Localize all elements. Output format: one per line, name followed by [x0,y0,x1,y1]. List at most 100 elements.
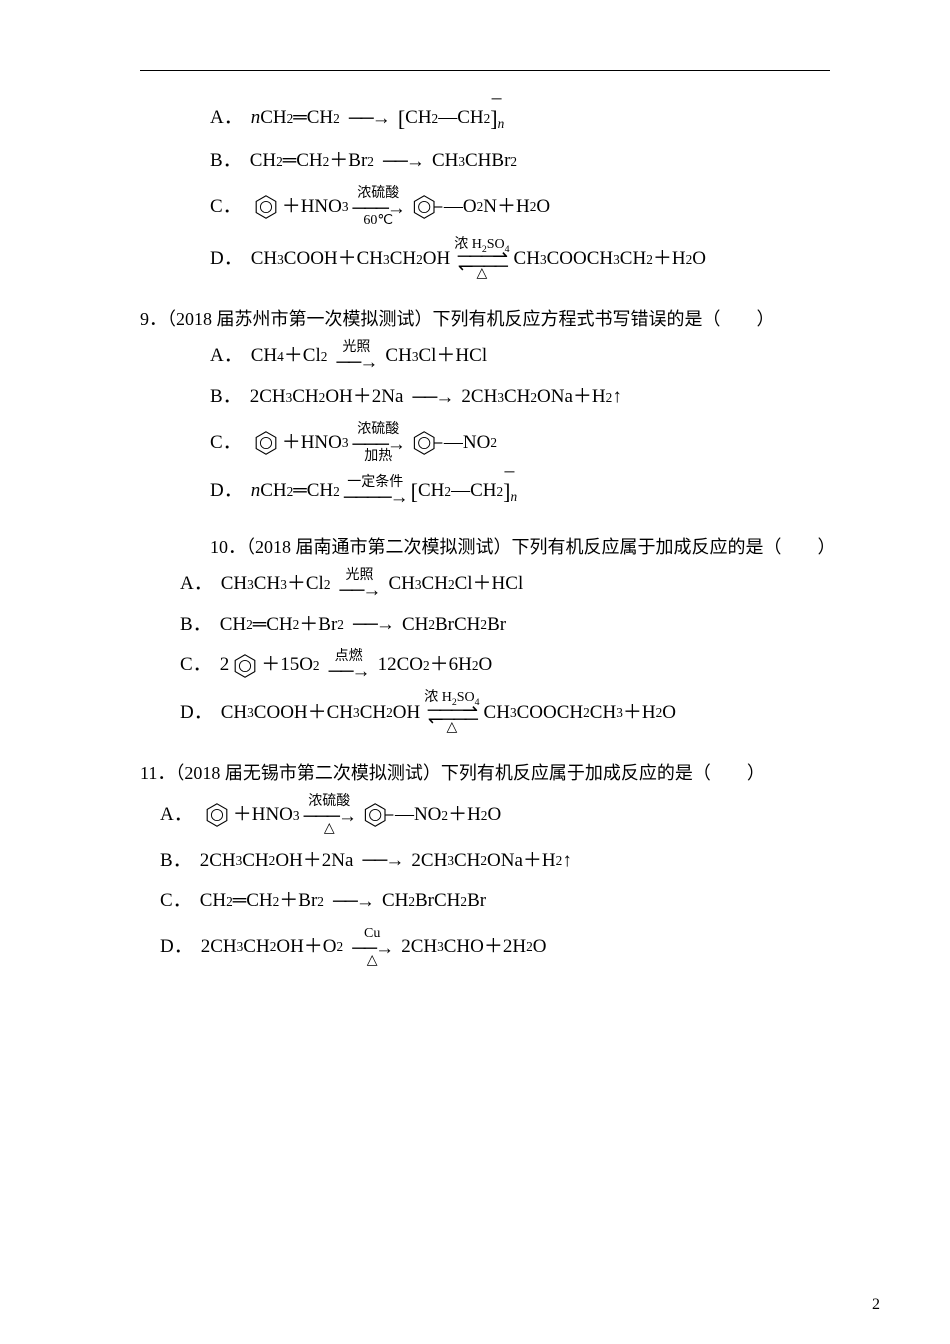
opt-letter: A． [210,103,243,133]
q11-options: A． ＋HNO3 浓硫酸 ───→ △ —NO2 ＋H2 O B． 2CH3 C… [160,795,830,968]
sub: 2 [323,151,330,172]
txt: O [536,192,550,222]
txt: —NO [444,428,490,458]
sub: 2 [337,614,344,635]
arrow: 一定条件────→ [344,476,407,507]
txt: CH [250,146,276,176]
sub: 3 [236,850,243,871]
opt-letter: A． [160,800,193,830]
q10-block: 10．（2018 届南通市第二次模拟测试）下列有机反应属于加成反应的是（ ） [210,533,830,559]
sub: 3 [353,702,360,723]
txt: N＋H [483,192,529,222]
txt: OH＋2Na [325,382,403,412]
sub: n [498,116,505,131]
txt: ONa＋H [537,382,606,412]
txt: COOCH [547,244,614,274]
opt-letter: A． [210,341,243,371]
txt: ═CH [293,103,333,133]
up-arrow-icon: ↑ [562,846,572,876]
txt: CH [484,698,510,728]
sub: 3 [415,574,422,595]
sub: 2 [269,850,276,871]
sub: 3 [458,151,465,172]
txt: CH [251,341,277,371]
opt-letter: C． [210,192,242,222]
opt-letter: C． [160,886,192,916]
sub: 3 [237,936,244,957]
txt: OH＋2Na [275,846,353,876]
sub: 2 [583,702,590,723]
sub: 3 [247,702,254,723]
sub: 2 [496,481,503,502]
top-rule [140,70,830,71]
q9-stem: 9．（2018 届苏州市第一次模拟测试）下列有机反应方程式书写错误的是（ ） [140,305,830,331]
txt: CH [221,569,247,599]
sub: 2 [448,574,455,595]
txt: CH [260,103,286,133]
q11-opt-b: B． 2CH3 CH2 OH＋2Na ──→ 2CH3 CH2 ONa＋H2 ↑ [160,846,830,876]
txt: CH [422,569,448,599]
txt: ═CH [293,476,333,506]
txt: BrCH [435,610,480,640]
q11-opt-c: C． CH2 ═CH2 ＋Br2 ──→ CH2 BrCH2 Br [160,886,830,916]
sub: 3 [280,574,287,595]
txt: CH [242,846,268,876]
arrow-cond-bot: △ [367,954,378,968]
txt: 12CO [378,650,423,680]
txt: 2CH [461,382,497,412]
page-number: 2 [872,1296,880,1314]
sub: 2 [656,702,663,723]
equilibrium-arrow: 浓 H2SO4 ───⇀↽─── △ [454,238,509,282]
txt: CH [388,569,414,599]
sub: 2 [530,387,537,408]
sub: 2 [477,196,484,217]
txt: CH [454,846,480,876]
txt: Cl＋HCl [455,569,524,599]
txt: CH [221,698,247,728]
txt: CH [243,932,269,962]
opt-letter: B． [180,610,212,640]
opt-letter: B． [160,846,192,876]
sub: 2 [226,891,233,912]
sub: 2 [333,481,340,502]
txt: CH [251,244,277,274]
sub: 3 [616,702,623,723]
txt: CH [254,569,280,599]
sub: 2 [460,891,467,912]
txt: COOH＋CH [254,698,353,728]
q10-opt-a: A． CH3 CH3 ＋Cl2 光照──→ CH3 CH2 Cl＋HCl [180,569,830,600]
page: A． n CH2 ═CH2 ──→ [ CH2 —CH2 ] ─n B． CH2… [0,0,950,1344]
sub: 2 [428,614,435,635]
sub: 3 [247,574,254,595]
up-arrow-icon: ↑ [612,382,622,412]
sub: 2 [386,702,393,723]
sub: 2 [367,151,374,172]
sub: 2 [416,249,423,270]
txt: ＋Cl [284,341,321,371]
sub: 2 [317,891,324,912]
txt: CHBr [465,146,510,176]
opt-letter: C． [180,650,212,680]
sub: 2 [273,891,280,912]
opt-letter: A． [180,569,213,599]
sub: 2 [276,151,283,172]
top-opt-c: C． ＋HNO3 浓硫酸 ───→ 60℃ —O2 N＋H2 O [210,187,830,228]
txt: 2CH [200,846,236,876]
sub: 2 [526,936,533,957]
sub: 2 [510,151,517,172]
coef: 2 [220,650,230,680]
sub: 2 [686,249,693,270]
opt-letter: D． [180,698,213,728]
txt: Br [467,886,486,916]
sub: 2 [293,614,300,635]
arrow-cond-bot: △ [324,822,335,836]
arrow: ──→ [357,851,407,870]
txt: CH [504,382,530,412]
txt: —CH [438,103,483,133]
txt: ＋6H [430,650,472,680]
txt: O [479,650,493,680]
sub: 2 [408,891,415,912]
txt: Br [487,610,506,640]
q10-stem: 10．（2018 届南通市第二次模拟测试）下列有机反应属于加成反应的是（ ） [210,533,830,559]
benzene-icon [203,801,231,829]
